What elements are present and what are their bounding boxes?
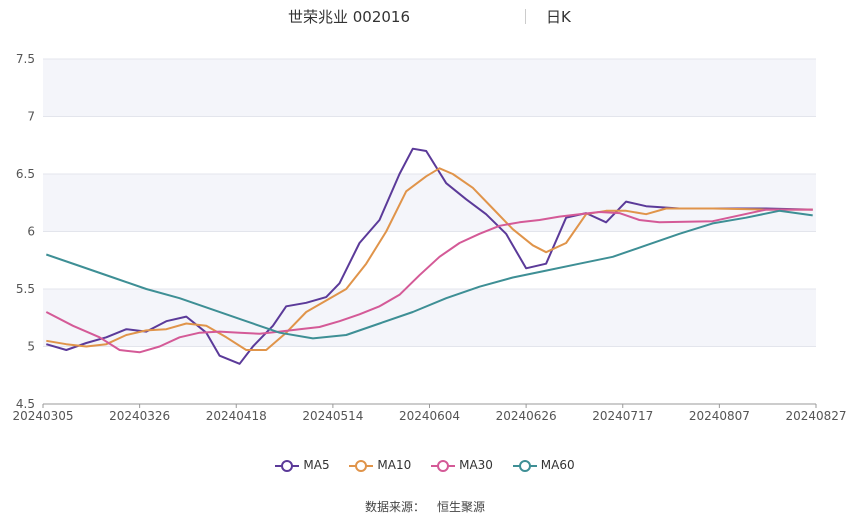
x-tick-label: 20240827 xyxy=(785,409,846,423)
grid-band xyxy=(43,231,816,289)
ma-line-ma5 xyxy=(46,147,813,365)
legend-label-ma60: MA60 xyxy=(540,458,575,472)
legend-label-ma10: MA10 xyxy=(377,458,412,472)
source-value: 恒生聚源 xyxy=(437,500,486,514)
x-tick-label: 20240305 xyxy=(12,409,73,423)
y-tick-label: 4.5 xyxy=(16,397,35,411)
ma-line-ma60 xyxy=(45,209,813,340)
legend-label-ma30: MA30 xyxy=(459,458,493,472)
x-tick-label: 20240626 xyxy=(496,409,557,423)
grid-band xyxy=(43,116,816,174)
data-source: 数据来源： 恒生聚源 xyxy=(0,498,850,515)
x-tick-label: 20240514 xyxy=(302,409,363,423)
grid-band xyxy=(43,174,816,232)
x-tick-label: 20240717 xyxy=(592,409,653,423)
period-label: 日K xyxy=(546,8,571,26)
y-tick-label: 6.5 xyxy=(16,167,35,181)
x-tick-label: 20240807 xyxy=(689,409,750,423)
legend-item-ma60[interactable]: MA60 xyxy=(512,458,575,472)
x-tick-label: 20240604 xyxy=(399,409,460,423)
source-label: 数据来源： xyxy=(364,500,425,514)
y-tick-label: 6 xyxy=(27,225,35,239)
grid-band xyxy=(43,289,816,347)
legend-swatch-ma30 xyxy=(431,459,456,472)
legend-swatch-ma10 xyxy=(349,459,374,472)
legend-item-ma5[interactable]: MA5 xyxy=(275,458,330,472)
legend-item-ma30[interactable]: MA30 xyxy=(431,458,493,472)
legend-swatch-ma60 xyxy=(512,459,537,472)
ma-line-ma30 xyxy=(45,208,813,354)
chart-title: 世荣兆业 002016 xyxy=(287,8,410,26)
legend-label-ma5: MA5 xyxy=(303,458,330,472)
grid-band xyxy=(43,346,816,404)
chart-legend: MA5 MA10 MA30 MA60 xyxy=(0,458,850,472)
legend-swatch-ma5 xyxy=(275,459,300,472)
y-tick-label: 7.5 xyxy=(16,52,35,66)
legend-item-ma10[interactable]: MA10 xyxy=(349,458,411,472)
x-tick-label: 20240418 xyxy=(206,409,267,423)
y-tick-label: 7 xyxy=(27,110,35,124)
x-tick-label: 20240326 xyxy=(109,409,170,423)
title-divider xyxy=(525,9,526,24)
grid-band xyxy=(43,59,816,117)
y-tick-label: 5 xyxy=(27,340,35,354)
y-tick-label: 5.5 xyxy=(16,282,35,296)
chart-title-row: 世荣兆业 002016 日K xyxy=(0,6,850,28)
ma-line-ma10 xyxy=(46,167,813,351)
